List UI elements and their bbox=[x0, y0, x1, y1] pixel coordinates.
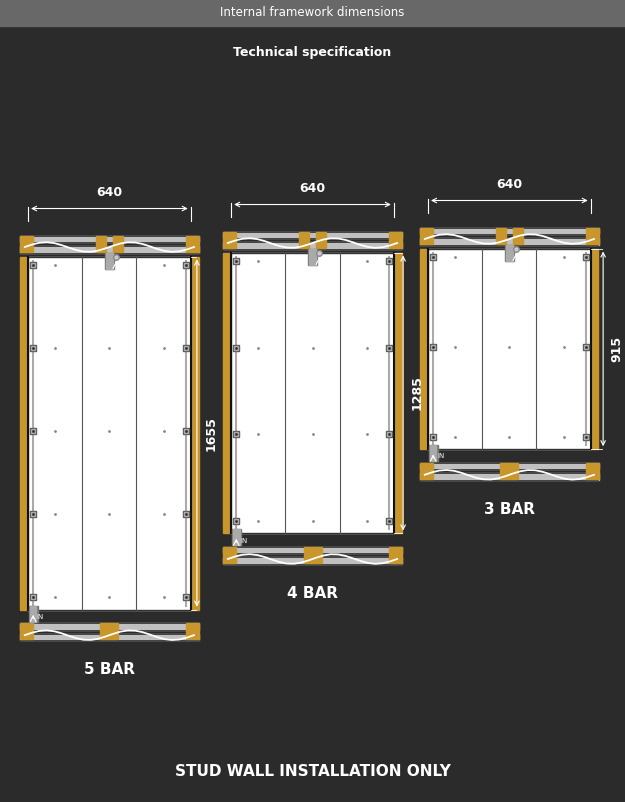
Text: Technical specification: Technical specification bbox=[233, 46, 392, 59]
Text: IN: IN bbox=[37, 614, 44, 620]
Text: IN: IN bbox=[240, 537, 248, 544]
Bar bbox=[304, 547, 315, 563]
Text: STUD WALL INSTALLATION ONLY: STUD WALL INSTALLATION ONLY bbox=[174, 764, 451, 779]
Bar bbox=[223, 547, 402, 553]
Bar bbox=[420, 463, 432, 479]
Bar bbox=[106, 253, 112, 269]
Bar bbox=[28, 257, 191, 610]
Bar bbox=[588, 249, 599, 449]
Text: OUT: OUT bbox=[519, 252, 534, 258]
Bar bbox=[512, 463, 518, 479]
Bar bbox=[223, 232, 236, 248]
Bar bbox=[428, 249, 591, 449]
Bar bbox=[299, 232, 309, 248]
Bar bbox=[231, 253, 394, 533]
Text: OUT: OUT bbox=[119, 260, 134, 266]
Bar bbox=[186, 623, 199, 639]
Bar bbox=[389, 232, 402, 248]
Bar bbox=[505, 245, 514, 261]
Bar bbox=[20, 634, 199, 640]
Bar bbox=[20, 236, 199, 242]
Bar bbox=[28, 257, 191, 610]
Bar bbox=[186, 236, 199, 252]
Bar bbox=[420, 249, 431, 449]
Bar bbox=[105, 253, 114, 269]
Text: Internal framework dimensions: Internal framework dimensions bbox=[221, 6, 405, 19]
Bar bbox=[112, 236, 123, 252]
Text: IN: IN bbox=[437, 453, 444, 460]
Bar bbox=[101, 623, 112, 639]
Bar bbox=[389, 547, 402, 563]
Bar bbox=[586, 228, 599, 244]
Bar bbox=[512, 228, 523, 244]
Bar bbox=[231, 253, 394, 533]
Text: 5 BAR: 5 BAR bbox=[84, 662, 135, 677]
Bar bbox=[223, 557, 402, 564]
Text: 640: 640 bbox=[299, 182, 326, 195]
Bar bbox=[20, 246, 199, 253]
Bar bbox=[430, 445, 436, 461]
Text: 1285: 1285 bbox=[411, 375, 424, 411]
Bar bbox=[30, 606, 36, 622]
Bar bbox=[496, 228, 506, 244]
Bar bbox=[501, 463, 512, 479]
Bar bbox=[315, 547, 321, 563]
Text: 640: 640 bbox=[96, 186, 122, 199]
Bar bbox=[20, 236, 32, 252]
Text: 915: 915 bbox=[611, 336, 624, 362]
Bar bbox=[586, 463, 599, 479]
Bar bbox=[429, 445, 438, 461]
Text: 3 BAR: 3 BAR bbox=[484, 502, 535, 516]
Text: 4 BAR: 4 BAR bbox=[287, 586, 338, 601]
Bar bbox=[506, 245, 512, 261]
Bar bbox=[0, 0, 625, 26]
Bar bbox=[316, 232, 326, 248]
Text: 1655: 1655 bbox=[204, 415, 217, 451]
Bar bbox=[420, 228, 432, 244]
Bar bbox=[420, 463, 599, 469]
Bar bbox=[233, 529, 239, 545]
Bar bbox=[223, 242, 402, 249]
Bar bbox=[188, 257, 199, 610]
Bar bbox=[391, 253, 402, 533]
Text: OUT: OUT bbox=[322, 256, 338, 262]
Bar bbox=[420, 473, 599, 480]
Bar bbox=[232, 529, 241, 545]
Bar bbox=[309, 249, 316, 265]
Bar bbox=[112, 623, 118, 639]
Text: 640: 640 bbox=[496, 178, 522, 191]
Bar bbox=[20, 623, 32, 639]
Bar bbox=[29, 606, 38, 622]
Bar bbox=[223, 253, 234, 533]
Bar bbox=[308, 249, 317, 265]
Bar bbox=[428, 249, 591, 449]
Bar bbox=[223, 547, 236, 563]
Bar bbox=[20, 623, 199, 630]
Bar bbox=[420, 228, 599, 234]
Bar bbox=[96, 236, 106, 252]
Bar bbox=[223, 232, 402, 238]
Bar bbox=[420, 238, 599, 245]
Bar bbox=[20, 257, 31, 610]
